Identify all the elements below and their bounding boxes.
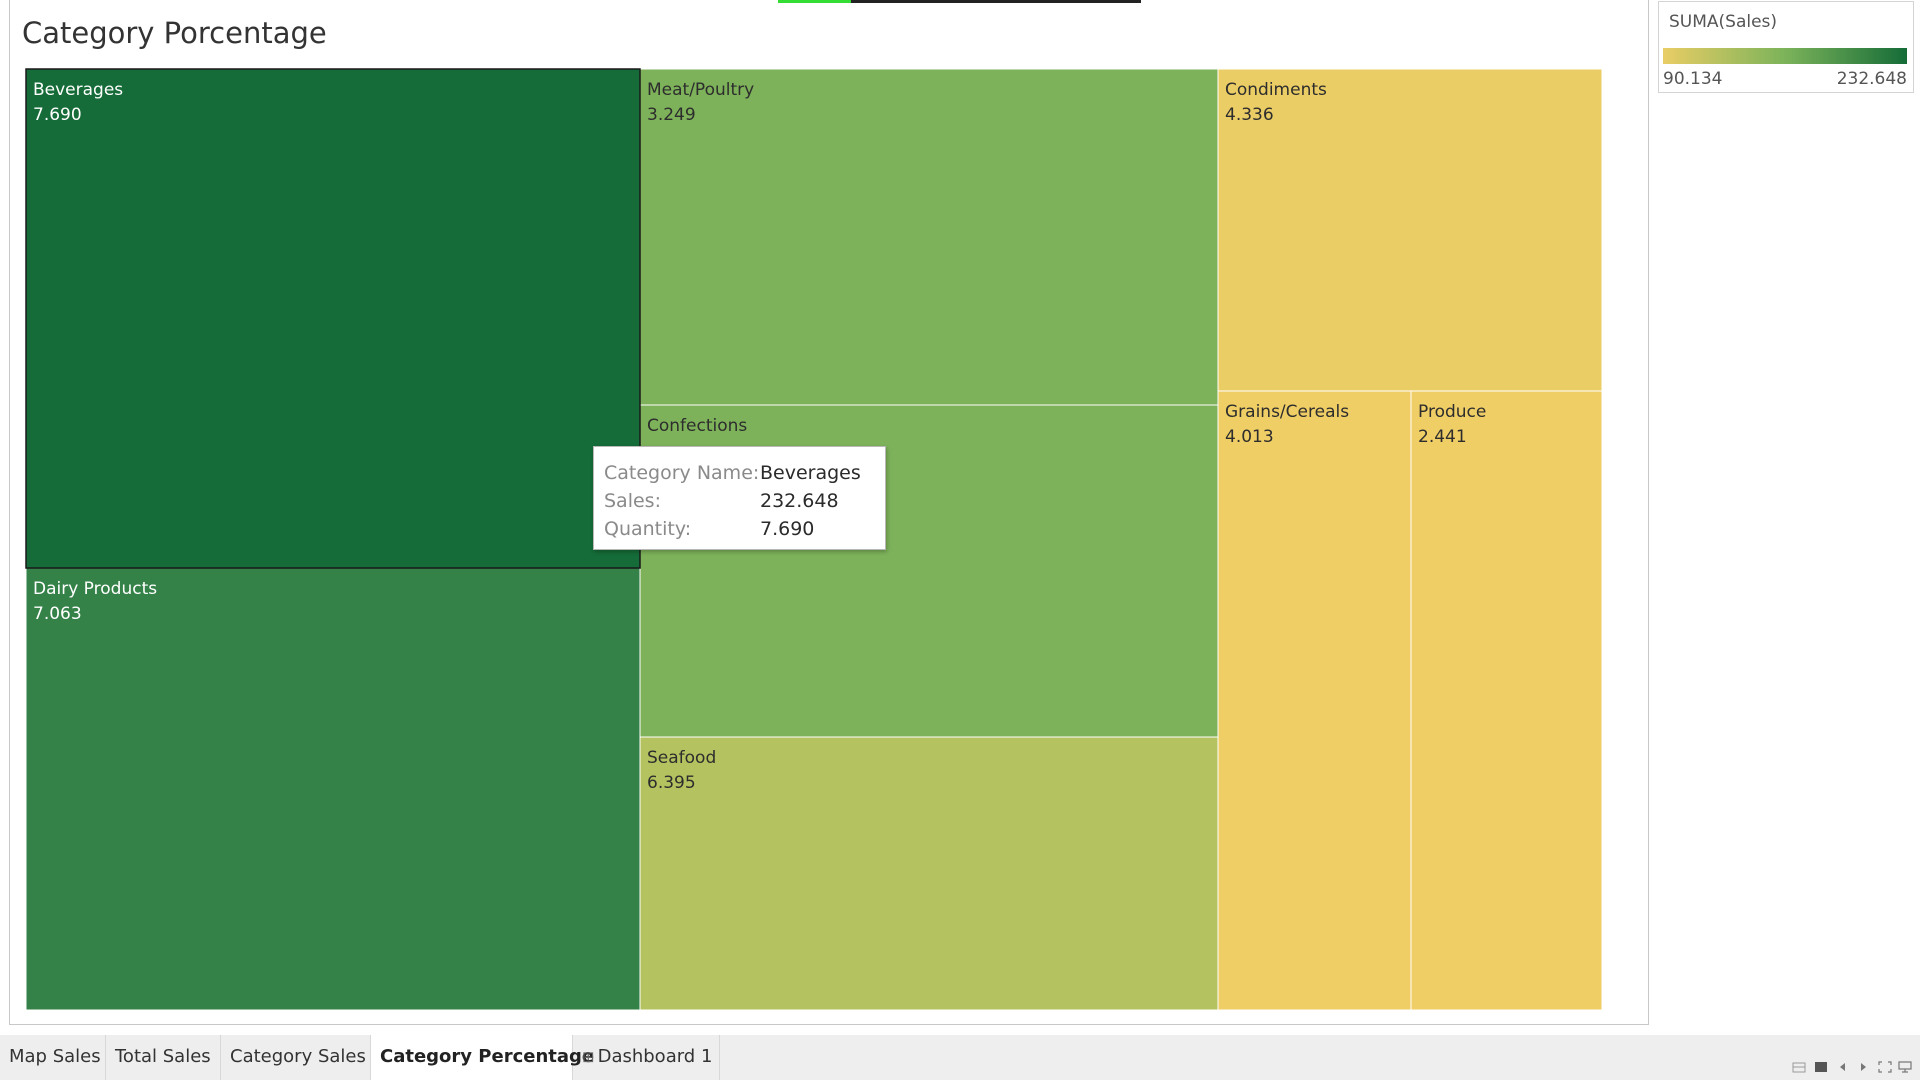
treemap-rect[interactable] [25, 567, 641, 1011]
tooltip-value: 232.648 [760, 490, 839, 512]
legend-color-ramp [1663, 48, 1907, 64]
tab-label: Total Sales [115, 1046, 211, 1067]
presentation-icon[interactable] [1897, 1060, 1913, 1074]
treemap-value-label: 7.063 [33, 604, 82, 624]
treemap-rect[interactable] [1410, 390, 1603, 1011]
treemap-tile-condiments[interactable]: Condiments 4.336 [1217, 68, 1603, 392]
treemap-tile-beverages[interactable]: Beverages 7.690 [25, 68, 641, 569]
loading-progress-fill [778, 0, 851, 3]
treemap-tile-dairy-products[interactable]: Dairy Products 7.063 [25, 567, 641, 1011]
treemap-rect[interactable] [25, 68, 641, 569]
treemap-chart: Beverages 7.690 Dairy Products 7.063 Meat/Po… [25, 68, 1603, 1011]
dashboard-grid-icon: ⊞ [582, 1048, 595, 1066]
treemap-tile-meat-poultry[interactable]: Meat/Poultry 3.249 [639, 68, 1219, 406]
tooltip-key: Quantity: [604, 518, 692, 540]
sheet-tab-bar: Map Sales Total Sales Category Sales Cat… [0, 1035, 1920, 1080]
tooltip-value: Beverages [760, 462, 861, 484]
legend-title: SUMA(Sales) [1669, 12, 1778, 32]
page-title: Category Porcentage [22, 16, 327, 50]
treemap-rect[interactable] [1217, 68, 1603, 392]
tooltip-row-category: Category Name: Beverages [604, 459, 875, 487]
loading-progress-bar [778, 0, 1141, 3]
tab-category-sales[interactable]: Category Sales [221, 1035, 371, 1080]
treemap-category-label: Dairy Products [33, 579, 157, 599]
tab-label: Category Percentage [380, 1046, 595, 1067]
treemap-tile-seafood[interactable]: Seafood 6.395 [639, 736, 1219, 1011]
tooltip: Category Name: Beverages Sales: 232.648 … [593, 446, 886, 550]
fullscreen-icon[interactable] [1877, 1060, 1893, 1074]
treemap-value-label: 7.690 [33, 105, 82, 125]
tab-map-sales[interactable]: Map Sales [0, 1035, 106, 1080]
filmstrip-icon[interactable] [1791, 1060, 1807, 1074]
treemap-selection-outline [25, 68, 641, 569]
treemap-value-label: 3.249 [647, 105, 696, 125]
legend-min-label: 90.134 [1663, 69, 1723, 89]
treemap-value-label: 4.336 [1225, 105, 1274, 125]
treemap-tile-grains-cereals[interactable]: Grains/Cereals 4.013 [1217, 390, 1412, 1011]
treemap-category-label: Grains/Cereals [1225, 402, 1349, 422]
tooltip-value: 7.690 [760, 518, 815, 540]
tooltip-key: Sales: [604, 490, 661, 512]
single-view-icon[interactable] [1813, 1060, 1829, 1074]
treemap-value-label: 6.395 [647, 773, 696, 793]
tooltip-key: Category Name: [604, 462, 760, 484]
treemap-rect[interactable] [1217, 390, 1412, 1011]
tab-total-sales[interactable]: Total Sales [106, 1035, 221, 1080]
legend-max-label: 232.648 [1836, 69, 1907, 89]
treemap-category-label: Seafood [647, 748, 716, 768]
treemap-category-label: Condiments [1225, 80, 1327, 100]
previous-sheet-icon[interactable] [1835, 1060, 1851, 1074]
treemap-category-label: Confections [647, 416, 747, 436]
tab-category-percentage[interactable]: Category Percentage [371, 1035, 594, 1080]
treemap-category-label: Produce [1418, 402, 1486, 422]
treemap-value-label: 4.013 [1225, 427, 1274, 447]
treemap-category-label: Beverages [33, 80, 123, 100]
tab-label: Map Sales [9, 1046, 101, 1067]
tab-label: Category Sales [230, 1046, 366, 1067]
next-sheet-icon[interactable] [1855, 1060, 1871, 1074]
color-legend[interactable]: SUMA(Sales) 90.134 232.648 [1658, 1, 1914, 93]
tab-dashboard-1[interactable]: ⊞ Dashboard 1 [573, 1035, 720, 1080]
treemap-tile-produce[interactable]: Produce 2.441 [1410, 390, 1603, 1011]
tooltip-row-quantity: Quantity: 7.690 [604, 515, 875, 543]
treemap-rect[interactable] [639, 68, 1219, 406]
tooltip-row-sales: Sales: 232.648 [604, 487, 875, 515]
treemap-value-label: 2.441 [1418, 427, 1467, 447]
treemap-rect[interactable] [639, 736, 1219, 1011]
treemap-category-label: Meat/Poultry [647, 80, 754, 100]
tab-label: Dashboard 1 [597, 1046, 713, 1067]
